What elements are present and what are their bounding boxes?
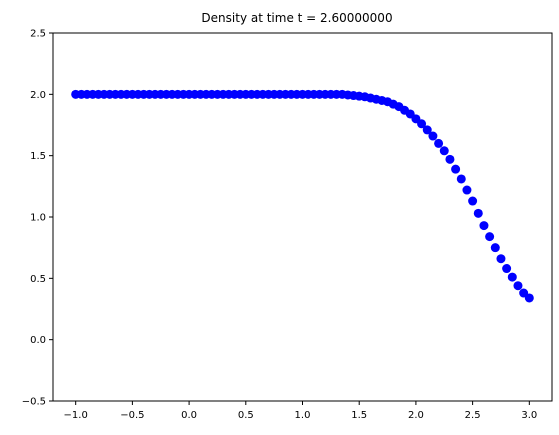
data-point [496,254,506,264]
x-axis-ticks: −1.0 −0.5 0.0 0.5 1.0 1.5 2.0 2.5 3.0 [64,401,537,421]
y-tick-label: 1.0 [30,213,46,224]
data-point [445,154,455,164]
data-point [490,243,500,253]
data-point [524,293,534,303]
data-point [434,138,444,148]
y-tick-label: 2.5 [30,29,46,40]
data-point [468,196,478,206]
data-point [462,185,472,195]
x-tick-label: 2.0 [408,410,424,421]
data-point [456,174,466,184]
data-point [479,221,489,231]
x-tick-label: −0.5 [120,410,144,421]
data-point [451,164,461,174]
data-point [507,272,517,282]
data-points [71,89,534,303]
data-point [439,146,449,156]
x-tick-label: 0.5 [238,410,254,421]
y-tick-label: 1.5 [30,151,46,162]
y-tick-label: 0.5 [30,274,46,285]
y-tick-label: −0.5 [22,397,46,408]
data-point [422,125,432,135]
data-point [485,232,495,242]
data-point [417,119,427,129]
x-tick-label: 3.0 [521,410,537,421]
y-tick-label: 0.0 [30,335,46,346]
y-tick-label: 2.0 [30,90,46,101]
x-tick-label: 0.0 [181,410,197,421]
x-tick-label: 2.5 [465,410,481,421]
x-tick-label: 1.5 [351,410,367,421]
y-axis-ticks: −0.5 0.0 0.5 1.0 1.5 2.0 2.5 [22,29,53,408]
data-point [473,208,483,218]
data-point [513,281,523,291]
x-tick-label: 1.0 [295,410,311,421]
chart-title: Density at time t = 2.60000000 [201,11,392,25]
x-tick-label: −1.0 [64,410,88,421]
data-point [428,131,438,141]
plot-frame [52,32,553,402]
data-point [502,264,512,274]
